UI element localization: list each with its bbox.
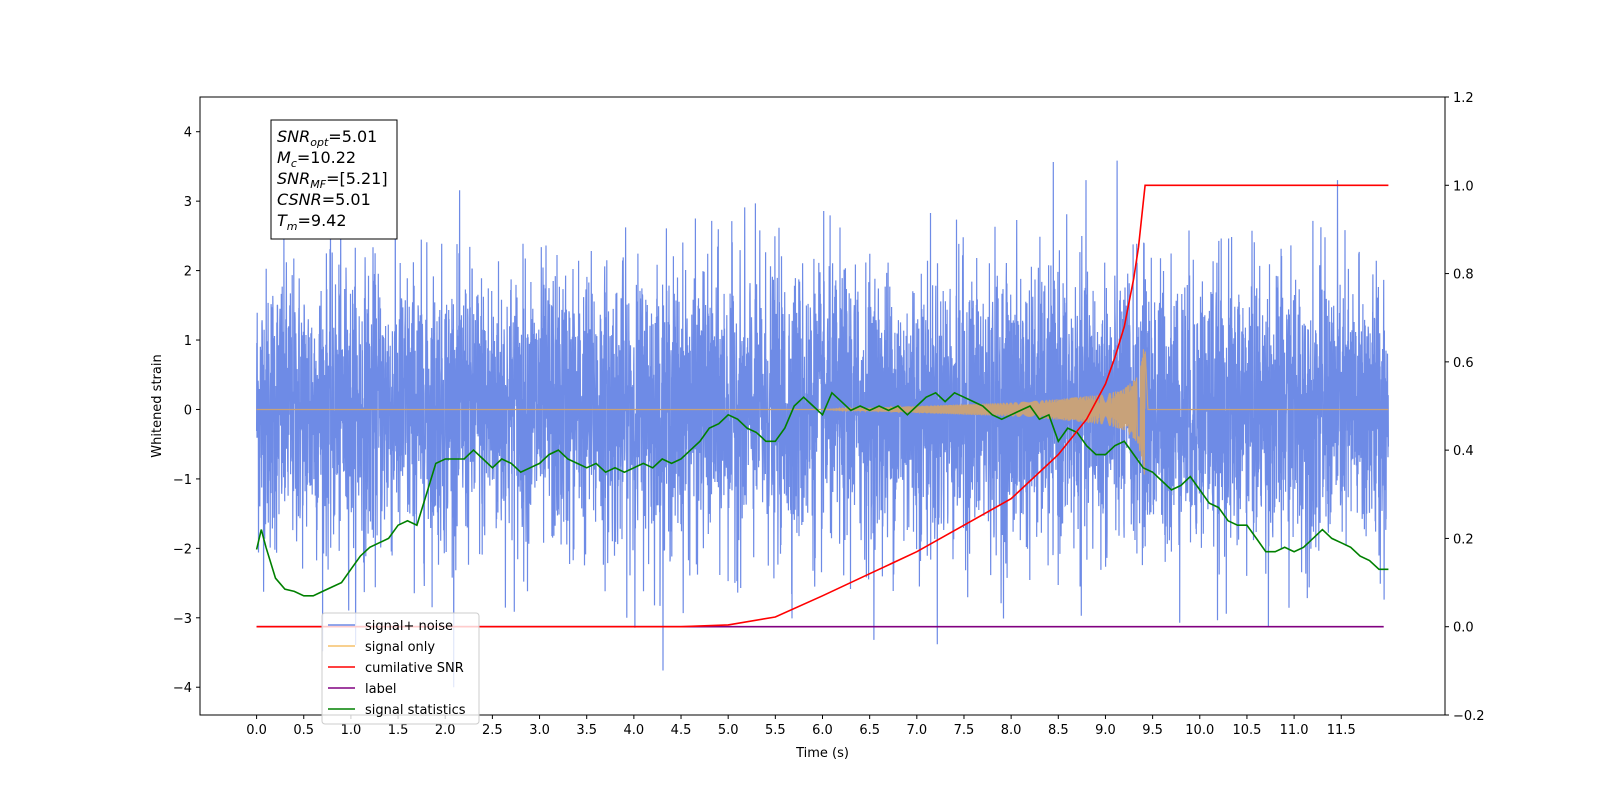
y-right-tick-label: 1.2 <box>1453 91 1474 106</box>
series-signal-noise-line <box>256 160 1389 688</box>
legend-entry: label <box>365 682 396 697</box>
y-axis-label: Whitened strain <box>150 354 165 457</box>
annotation-line: Mc=10.22 <box>277 148 356 170</box>
annotation-line: SNRopt=5.01 <box>277 127 377 149</box>
legend-entry: cumilative SNR <box>365 661 464 676</box>
y-left-tick-label: −1 <box>173 473 192 488</box>
x-tick-label: 3.5 <box>576 723 597 738</box>
x-tick-label: 0.5 <box>293 723 314 738</box>
y-left-tick-label: 1 <box>184 334 192 349</box>
legend-entry: signal only <box>365 640 435 655</box>
x-tick-label: 0.0 <box>246 723 267 738</box>
x-tick-label: 1.5 <box>388 723 409 738</box>
x-tick-label: 4.0 <box>624 723 645 738</box>
y-left-tick-label: −4 <box>173 681 192 696</box>
x-axis-label: Time (s) <box>795 746 849 761</box>
series-cumulative-snr-line <box>256 184 1389 628</box>
x-tick-label: 10.5 <box>1232 723 1261 738</box>
annotation-value: =5.01 <box>322 190 371 209</box>
y-axis-right: 1.2 1.0 0.8 0.6 0.4 0.2 0.0 −0.2 <box>1445 91 1485 724</box>
annotation-value: =9.42 <box>298 211 347 230</box>
legend: signal+ noise signal only cumilative SNR la… <box>321 612 480 725</box>
x-axis: 0.0 0.5 1.0 1.5 2.0 2.5 3.0 3.5 4.0 4.5 5.0 5.5 6.0 6… <box>246 715 1356 738</box>
y-right-tick-label: 0.8 <box>1453 268 1474 283</box>
y-left-tick-label: 4 <box>184 126 192 141</box>
y-right-tick-label: 0.6 <box>1453 356 1474 371</box>
y-left-tick-label: 2 <box>184 265 192 280</box>
y-left-tick-label: −2 <box>173 542 192 557</box>
x-tick-label: 9.0 <box>1095 723 1116 738</box>
series-signal-statistics-line <box>255 391 1389 597</box>
x-tick-label: 3.0 <box>529 723 550 738</box>
x-tick-label: 9.5 <box>1142 723 1163 738</box>
annotation-line: Tm=9.42 <box>277 211 347 233</box>
x-tick-label: 7.0 <box>906 723 927 738</box>
x-tick-label: 5.0 <box>718 723 739 738</box>
y-right-tick-label: −0.2 <box>1453 709 1485 724</box>
annotation-symbol: CSNR <box>277 190 322 209</box>
annotation-subscript: opt <box>310 136 329 149</box>
x-tick-label: 10.0 <box>1185 723 1214 738</box>
annotation-line: CSNR=5.01 <box>277 190 371 209</box>
y-left-tick-label: 0 <box>184 403 192 418</box>
x-tick-label: 8.5 <box>1048 723 1069 738</box>
x-tick-label: 6.0 <box>812 723 833 738</box>
annotation-box: SNRopt=5.01Mc=10.22SNRMF=[5.21]CSNR=5.01… <box>270 119 398 240</box>
y-right-tick-label: 0.2 <box>1453 532 1474 547</box>
x-tick-label: 4.5 <box>671 723 692 738</box>
y-right-tick-label: 1.0 <box>1453 179 1474 194</box>
annotation-subscript: MF <box>310 178 326 191</box>
legend-entry: signal statistics <box>365 703 466 718</box>
x-tick-label: 8.0 <box>1001 723 1022 738</box>
annotation-value: =[5.21] <box>326 169 388 188</box>
y-left-tick-label: −3 <box>173 612 192 627</box>
annotation-symbol: T <box>277 211 288 230</box>
annotation-line: SNRMF=[5.21] <box>277 169 388 191</box>
annotation-value: =5.01 <box>328 127 377 146</box>
annotation-subscript: m <box>287 220 298 233</box>
y-axis-left: 4 3 2 1 0 −1 −2 −3 −4 <box>173 126 200 696</box>
legend-frame <box>321 612 480 725</box>
annotation-frame <box>270 119 398 240</box>
x-tick-label: 2.0 <box>435 723 456 738</box>
x-tick-label: 5.5 <box>765 723 786 738</box>
x-tick-label: 2.5 <box>482 723 503 738</box>
x-tick-label: 11.0 <box>1280 723 1309 738</box>
legend-entry: signal+ noise <box>365 619 453 634</box>
plot-area <box>255 160 1389 688</box>
series-signal-only-line <box>256 349 1389 475</box>
annotation-subscript: c <box>291 157 297 170</box>
x-tick-label: 6.5 <box>859 723 880 738</box>
x-tick-label: 7.5 <box>954 723 975 738</box>
annotation-symbol: SNR <box>277 127 310 146</box>
x-tick-label: 1.0 <box>341 723 362 738</box>
y-right-tick-label: 0.4 <box>1453 444 1474 459</box>
annotation-symbol: M <box>277 148 291 167</box>
y-right-tick-label: 0.0 <box>1453 621 1474 636</box>
x-tick-label: 11.5 <box>1327 723 1356 738</box>
y-left-tick-label: 3 <box>184 195 192 210</box>
annotation-symbol: SNR <box>277 169 310 188</box>
annotation-value: =10.22 <box>297 148 356 167</box>
